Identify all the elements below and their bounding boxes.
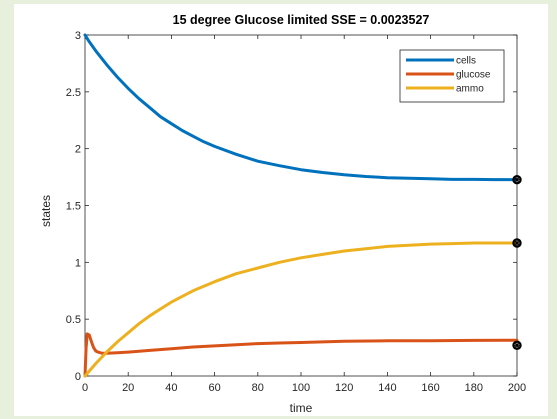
end-marker-ammo-spoke <box>513 239 521 247</box>
y-tick-label: 0.5 <box>66 314 81 326</box>
end-marker-cells-spoke <box>513 176 521 184</box>
figure-window: 15 degree Glucose limited SSE = 0.002352… <box>14 4 548 416</box>
series-line-cells <box>83 33 519 182</box>
legend: cells glucose ammo <box>399 49 505 103</box>
y-tick-label: 2 <box>75 144 81 156</box>
legend-label-glucose: glucose <box>456 70 491 81</box>
x-tick-label: 20 <box>122 382 134 394</box>
x-tick-label: 180 <box>465 382 483 394</box>
x-axis-label: time <box>290 401 313 415</box>
x-tick-label: 0 <box>82 382 88 394</box>
y-tick-label: 1 <box>75 257 81 269</box>
end-marker-glucose-spoke <box>513 341 521 349</box>
y-tick-label: 2.5 <box>66 87 81 99</box>
legend-label-ammo: ammo <box>456 84 484 95</box>
series-line-glucose <box>83 332 519 378</box>
x-tick-label: 80 <box>252 382 264 394</box>
x-tick-label: 60 <box>208 382 220 394</box>
x-tick-label: 40 <box>165 382 177 394</box>
y-tick-label: 3 <box>75 30 81 42</box>
chart-title: 15 degree Glucose limited SSE = 0.002352… <box>173 13 430 27</box>
x-tick-label: 140 <box>378 382 396 394</box>
x-tick-label: 100 <box>292 382 310 394</box>
y-axis-label: states <box>39 195 53 227</box>
x-tick-label: 200 <box>508 382 526 394</box>
line-chart: 15 degree Glucose limited SSE = 0.002352… <box>39 13 526 415</box>
x-tick-label: 160 <box>421 382 439 394</box>
y-tick-label: 0 <box>75 371 81 383</box>
y-tick-label: 1.5 <box>66 201 81 213</box>
x-tick-label: 120 <box>335 382 353 394</box>
legend-label-cells: cells <box>456 56 476 67</box>
series-line-ammo <box>83 241 519 378</box>
